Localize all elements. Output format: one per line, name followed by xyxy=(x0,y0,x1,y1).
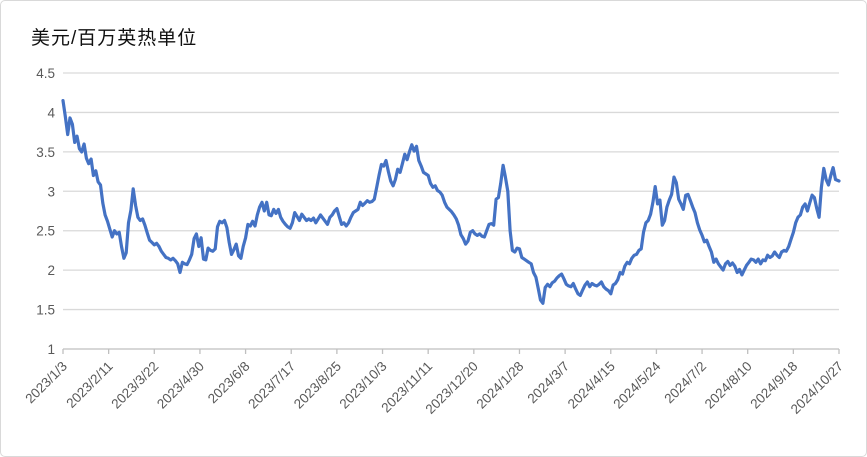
y-tick-label: 3.5 xyxy=(36,145,55,160)
y-tick-label: 3 xyxy=(47,184,55,199)
y-tick-label: 1.5 xyxy=(36,303,55,318)
x-tick-label: 2024/1/28 xyxy=(474,359,527,412)
x-tick-label: 2024/8/10 xyxy=(702,359,755,412)
y-tick-label: 4 xyxy=(47,105,55,120)
x-tick-label: 2023/1/3 xyxy=(22,359,70,407)
x-tick-label: 2024/4/15 xyxy=(565,359,618,412)
x-tick-label: 2023/7/17 xyxy=(245,359,298,412)
x-tick-label: 2023/3/22 xyxy=(108,359,161,412)
price-line xyxy=(61,98,841,305)
x-tick-label: 2023/8/25 xyxy=(291,359,344,412)
chart-title: 美元/百万英热单位 xyxy=(31,28,198,49)
y-tick-label: 2 xyxy=(47,263,55,278)
x-tick-labels: 2023/1/32023/2/112023/3/222023/4/302023/… xyxy=(22,358,846,417)
x-axis xyxy=(62,348,840,354)
x-tick-label: 2023/2/11 xyxy=(63,359,115,411)
y-tick-label: 4.5 xyxy=(36,66,55,81)
x-tick-label: 2024/3/7 xyxy=(524,359,572,407)
y-tick-labels: 4.5 4 3.5 3 2.5 2 1.5 1 xyxy=(36,66,55,357)
x-tick-label: 2024/7/2 xyxy=(661,359,709,407)
gridlines xyxy=(63,72,839,311)
y-tick-label: 2.5 xyxy=(36,224,55,239)
x-tick-label: 2024/5/24 xyxy=(610,358,663,411)
x-tick-label: 2023/6/8 xyxy=(205,359,253,407)
x-tick-label: 2023/4/30 xyxy=(154,359,207,412)
y-tick-label: 1 xyxy=(47,342,55,357)
